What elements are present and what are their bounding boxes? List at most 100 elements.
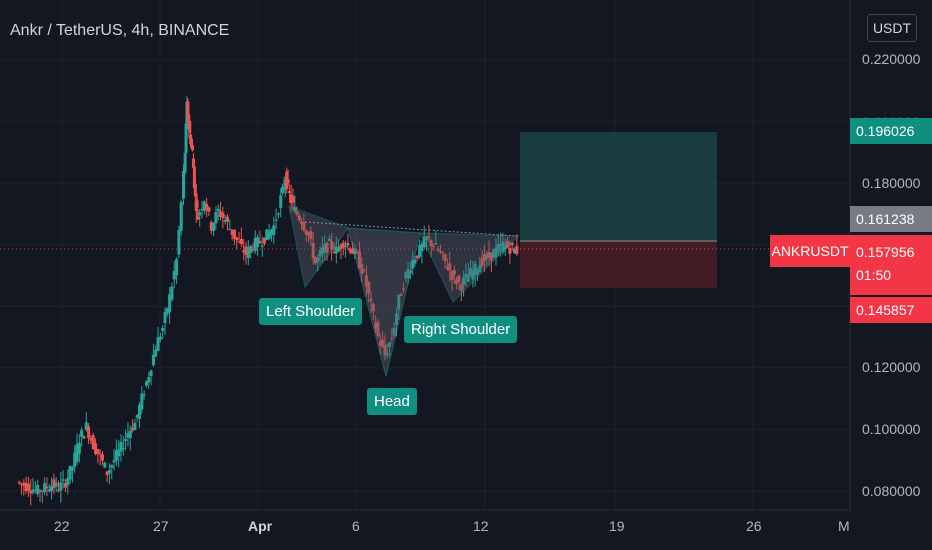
candle-body [138, 404, 142, 419]
candle-body [114, 450, 118, 461]
x-tick-label: 6 [352, 518, 360, 534]
loss-zone [520, 241, 717, 288]
candle-body [209, 222, 213, 231]
candle-body [26, 483, 30, 492]
candle-body [63, 483, 67, 488]
candle-body [429, 240, 433, 247]
candle-body [445, 266, 449, 270]
neckline [304, 221, 519, 237]
candle-body [131, 427, 135, 431]
candle-body [362, 270, 366, 272]
candle-body [383, 344, 387, 356]
candle-body [422, 236, 426, 248]
candle-body [309, 231, 313, 240]
candle-body [251, 249, 255, 251]
candle-body [232, 229, 236, 239]
candle-body [415, 255, 419, 259]
pattern-right-triangle [419, 232, 520, 304]
candle-body [300, 221, 304, 225]
candle-body [455, 279, 459, 284]
candle-body [246, 247, 250, 259]
candle-body [22, 482, 26, 486]
candle-body [291, 196, 295, 203]
candle-body [515, 245, 519, 255]
candle-body [288, 191, 292, 193]
candle-body [357, 251, 361, 269]
candle-body [397, 294, 401, 310]
candle-body [353, 248, 357, 255]
candle-body [36, 485, 40, 495]
candle-body [401, 288, 405, 290]
symbol-tag: ANKRUSDT [770, 235, 850, 267]
candle-body [221, 212, 225, 218]
candle-body [207, 207, 211, 212]
candle-body [73, 452, 77, 467]
candle-body [212, 223, 216, 232]
candle-body [195, 200, 199, 208]
candle-body [219, 211, 223, 217]
candle-body [200, 209, 204, 211]
candle-body [348, 248, 352, 253]
candle-body [17, 481, 21, 483]
candle-body [378, 341, 382, 346]
candle-body [70, 467, 74, 471]
currency-button[interactable]: USDT [867, 14, 917, 42]
candle-body [183, 152, 187, 173]
candle-body [179, 201, 183, 231]
take-profit-tag: 0.196026 [850, 118, 932, 144]
candle-body [249, 246, 253, 253]
candle-body [135, 414, 139, 418]
candle-body [452, 269, 456, 275]
candle-body [494, 247, 498, 257]
candle-body [61, 479, 65, 481]
candle-body [168, 294, 172, 312]
candle-body [47, 489, 51, 492]
candle-body [163, 312, 167, 324]
candle-body [334, 246, 338, 254]
candle-body [267, 231, 271, 239]
candle-body [302, 222, 306, 231]
candle-body [311, 243, 315, 259]
candle-body [413, 260, 417, 264]
candle-body [190, 143, 194, 146]
x-tick-label: 19 [609, 518, 625, 534]
candle-body [126, 433, 130, 438]
candle-body [487, 252, 491, 258]
candle-body [121, 447, 125, 449]
candle-body [189, 134, 193, 145]
candle-body [320, 247, 324, 255]
candle-body [295, 211, 299, 215]
candle-body [94, 443, 98, 455]
candle-body [186, 101, 190, 118]
candle-body [478, 265, 482, 273]
profit-zone [520, 132, 717, 241]
candle-body [425, 236, 429, 241]
candle-body [499, 243, 503, 246]
candle-body [68, 465, 72, 480]
candle-body [45, 486, 49, 489]
candle-body [260, 245, 264, 247]
candle-body [59, 482, 63, 491]
pattern-left-triangle [288, 205, 349, 289]
candle-body [388, 342, 392, 347]
candle-body [464, 273, 468, 278]
candle-body [506, 240, 510, 248]
candle-body [242, 250, 246, 253]
candle-body [177, 230, 181, 255]
candle-body [54, 482, 58, 487]
candle-body [325, 242, 329, 253]
candle-body [256, 237, 260, 247]
candle-body [158, 336, 162, 340]
candle-body [19, 483, 23, 485]
candle-body [128, 431, 132, 439]
candle-body [244, 246, 248, 256]
candle-body [110, 465, 114, 469]
pattern-head-triangle [347, 227, 421, 377]
candle-body [84, 422, 88, 430]
candle-body [82, 436, 86, 439]
candle-body [355, 252, 359, 254]
candle-body [170, 286, 174, 300]
candle-body [182, 170, 186, 199]
candle-body [448, 263, 452, 271]
